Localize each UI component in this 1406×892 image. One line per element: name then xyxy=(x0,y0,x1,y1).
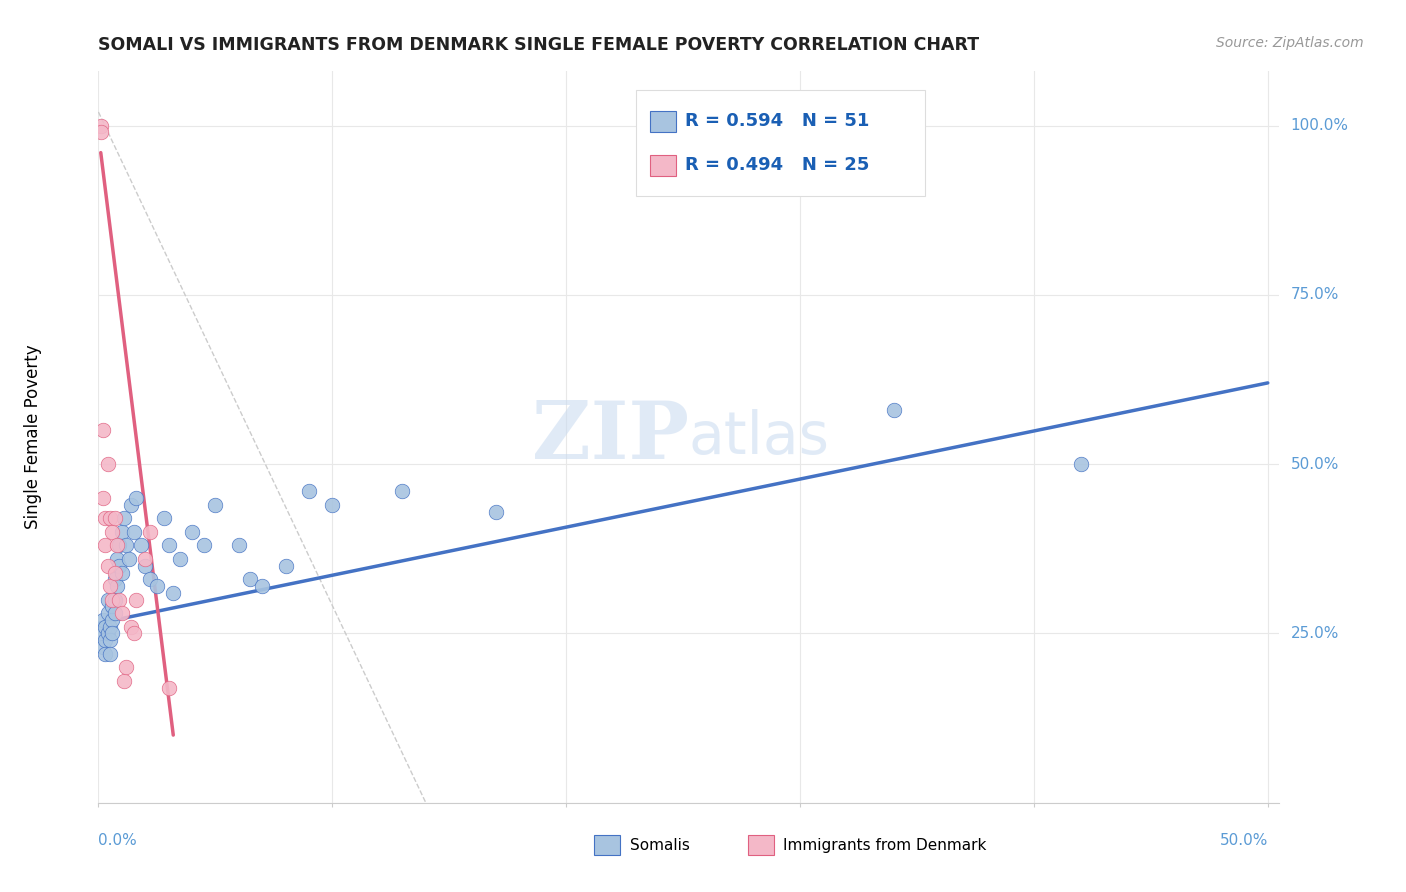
Text: 50.0%: 50.0% xyxy=(1219,833,1268,848)
Point xyxy=(157,538,180,552)
Point xyxy=(94,620,117,634)
Text: ZIP: ZIP xyxy=(531,398,689,476)
Point xyxy=(120,620,142,634)
Point xyxy=(125,491,148,505)
Point xyxy=(122,524,145,539)
Point xyxy=(129,538,152,552)
Point xyxy=(883,403,905,417)
Point xyxy=(139,572,162,586)
Point xyxy=(111,566,134,580)
Text: SOMALI VS IMMIGRANTS FROM DENMARK SINGLE FEMALE POVERTY CORRELATION CHART: SOMALI VS IMMIGRANTS FROM DENMARK SINGLE… xyxy=(98,36,980,54)
Point xyxy=(97,457,120,471)
Point xyxy=(97,626,120,640)
Point xyxy=(125,592,148,607)
Bar xyxy=(748,835,773,855)
Point xyxy=(111,606,134,620)
Point xyxy=(108,592,131,607)
Text: atlas: atlas xyxy=(689,409,830,466)
Point xyxy=(1070,457,1092,471)
Point xyxy=(98,511,121,525)
Point xyxy=(105,552,128,566)
Point xyxy=(98,647,121,661)
Point xyxy=(98,633,121,648)
Point xyxy=(97,592,120,607)
Point xyxy=(98,579,121,593)
Bar xyxy=(650,112,676,132)
Point xyxy=(101,524,124,539)
Point xyxy=(105,579,128,593)
Point xyxy=(90,626,112,640)
Text: 75.0%: 75.0% xyxy=(1291,287,1339,302)
Point xyxy=(104,606,127,620)
Point xyxy=(91,613,114,627)
Point xyxy=(104,566,127,580)
Point xyxy=(104,592,127,607)
Point xyxy=(120,498,142,512)
Text: Somalis: Somalis xyxy=(630,838,690,853)
Point xyxy=(204,498,226,512)
Point xyxy=(101,599,124,614)
Point xyxy=(193,538,215,552)
Text: 100.0%: 100.0% xyxy=(1291,118,1348,133)
Point xyxy=(118,552,141,566)
Point xyxy=(97,558,120,573)
Point xyxy=(91,491,114,505)
Text: Immigrants from Denmark: Immigrants from Denmark xyxy=(783,838,987,853)
Point xyxy=(112,673,135,688)
Point xyxy=(104,572,127,586)
Point xyxy=(153,511,176,525)
Point xyxy=(115,660,138,674)
Point xyxy=(122,626,145,640)
Text: R = 0.494   N = 25: R = 0.494 N = 25 xyxy=(685,156,870,174)
Point xyxy=(321,498,343,512)
Point xyxy=(111,524,134,539)
Bar xyxy=(595,835,620,855)
Point xyxy=(108,558,131,573)
Point xyxy=(90,125,112,139)
Point xyxy=(94,511,117,525)
Point xyxy=(181,524,204,539)
Point xyxy=(139,524,162,539)
Text: Single Female Poverty: Single Female Poverty xyxy=(24,345,42,529)
Point xyxy=(108,538,131,552)
Point xyxy=(101,613,124,627)
Point xyxy=(91,423,114,437)
Bar xyxy=(650,155,676,176)
Point xyxy=(101,626,124,640)
Text: R = 0.594   N = 51: R = 0.594 N = 51 xyxy=(685,112,870,130)
Point xyxy=(91,640,114,654)
Point xyxy=(298,484,321,499)
Point xyxy=(94,538,117,552)
Point xyxy=(391,484,413,499)
Point xyxy=(162,586,184,600)
Point xyxy=(134,552,156,566)
Text: 50.0%: 50.0% xyxy=(1291,457,1339,472)
Point xyxy=(250,579,273,593)
Point xyxy=(105,538,128,552)
Point xyxy=(169,552,191,566)
Bar xyxy=(636,89,925,195)
Point xyxy=(98,620,121,634)
Point xyxy=(239,572,262,586)
Point xyxy=(101,592,124,607)
Point xyxy=(115,538,138,552)
Point xyxy=(94,633,117,648)
Point xyxy=(274,558,297,573)
Point xyxy=(97,606,120,620)
Point xyxy=(134,558,156,573)
Point xyxy=(90,119,112,133)
Point xyxy=(146,579,169,593)
Text: 0.0%: 0.0% xyxy=(98,833,138,848)
Point xyxy=(104,511,127,525)
Point xyxy=(94,647,117,661)
Text: Source: ZipAtlas.com: Source: ZipAtlas.com xyxy=(1216,36,1364,50)
Point xyxy=(157,681,180,695)
Point xyxy=(112,511,135,525)
Point xyxy=(485,505,508,519)
Text: 25.0%: 25.0% xyxy=(1291,626,1339,641)
Point xyxy=(228,538,250,552)
